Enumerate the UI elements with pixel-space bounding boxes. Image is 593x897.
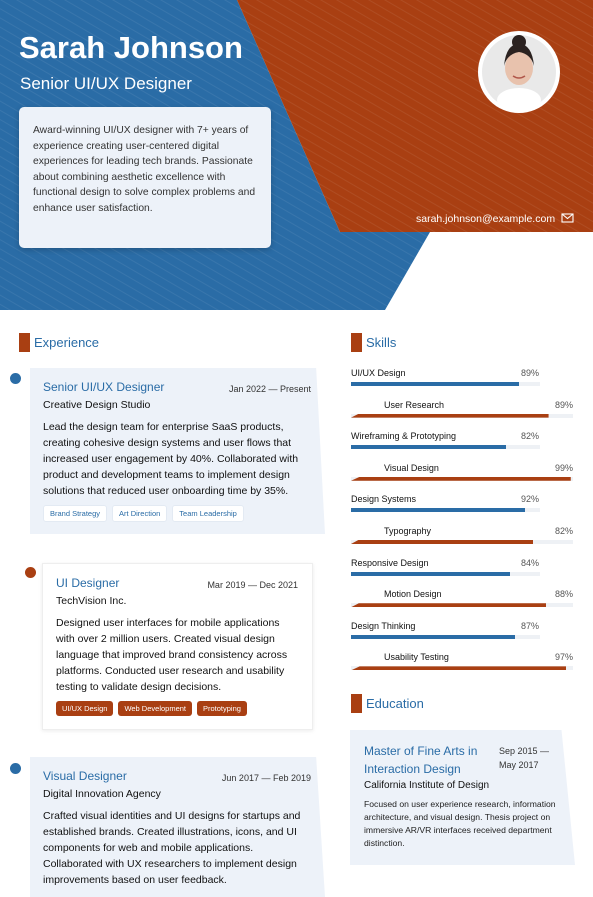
skill-bar: [351, 666, 567, 671]
skill-bar: [351, 476, 571, 481]
education-card: Master of Fine Arts in Interaction Desig…: [350, 730, 575, 865]
experience-card: UI Designer Mar 2019 — Dec 2021 TechVision…: [42, 563, 313, 730]
description: Lead the design team for enterprise SaaS…: [43, 421, 299, 497]
tag: Web Development: [118, 701, 192, 716]
section-heading: Experience: [18, 333, 100, 352]
job-title: Senior UI/UX Designer: [20, 74, 192, 93]
skill-name: User Research: [384, 399, 445, 410]
skill-percent: 88%: [555, 589, 574, 600]
description: Focused on user experience research, inf…: [364, 799, 556, 848]
tag-list: UI/UX Design Web Development Prototyping: [56, 695, 300, 716]
skill-percent: 99%: [555, 462, 574, 473]
skill-bar: [351, 540, 534, 544]
skill-name: UI/UX Design: [351, 368, 406, 378]
skill-bar: [351, 571, 510, 576]
skill-percent: 89%: [521, 368, 540, 378]
skill-name: Design Systems: [351, 494, 417, 505]
tag: Art Direction: [112, 505, 168, 522]
email[interactable]: sarah.johnson@example.com: [416, 213, 556, 225]
school: California Institute of Design: [364, 780, 490, 791]
skill-name: Visual Design: [384, 462, 439, 473]
skill-percent: 87%: [521, 620, 540, 631]
dates: Mar 2019 — Dec 2021: [207, 580, 298, 590]
role: UI Designer: [56, 576, 120, 590]
skill-bar: [351, 603, 547, 608]
company: TechVision Inc.: [56, 595, 127, 607]
description: Designed user interfaces for mobile appl…: [56, 617, 288, 693]
skill-name: Typography: [384, 526, 432, 536]
degree: Master of Fine Arts in Interaction Desig…: [364, 744, 478, 776]
skill-name: Design Thinking: [351, 620, 416, 631]
experience-card: Senior UI/UX Designer Jan 2022 — Present C…: [30, 368, 325, 534]
tag: Team Leadership: [172, 505, 244, 522]
dates: Jun 2017 — Feb 2019: [221, 773, 311, 783]
section-heading: Education: [351, 694, 424, 713]
skill-bar: [351, 508, 525, 513]
dates: Jan 2022 — Present: [228, 384, 311, 394]
role: Senior UI/UX Designer: [43, 380, 165, 394]
skill-bar: [351, 445, 506, 450]
timeline-dot: [25, 567, 36, 578]
skill-name: Responsive Design: [351, 557, 429, 568]
summary: Award-winning UI/UX designer with 7+ yea…: [19, 107, 271, 248]
skill-name: Motion Design: [384, 589, 442, 600]
experience-card: Visual Designer Jun 2017 — Feb 2019 Digita…: [30, 757, 325, 897]
timeline-dot: [10, 763, 21, 774]
dates: Sep 2015 — May 2017: [499, 746, 550, 770]
skill-bar: [351, 413, 549, 418]
tag-list: Brand Strategy Art Direction Team Leadersh…: [43, 499, 313, 522]
timeline-dot: [10, 373, 21, 384]
role: Visual Designer: [43, 769, 127, 783]
tag: Prototyping: [197, 701, 247, 716]
skill-percent: 92%: [521, 494, 540, 505]
skill-percent: 82%: [521, 431, 540, 442]
skill-percent: 97%: [555, 652, 574, 663]
skill-name: Usability Testing: [384, 652, 449, 663]
skill-bar: [351, 382, 520, 386]
skill-percent: 82%: [555, 526, 574, 536]
skill-percent: 89%: [555, 399, 574, 410]
skill-bar: [351, 634, 516, 639]
skill-percent: 84%: [521, 557, 540, 568]
tag: UI/UX Design: [56, 701, 114, 716]
description: Crafted visual identities and UI designs…: [43, 810, 301, 886]
company: Digital Innovation Agency: [43, 788, 161, 800]
tag: Brand Strategy: [43, 505, 108, 522]
company: Creative Design Studio: [43, 399, 151, 411]
name: Sarah Johnson: [19, 30, 243, 65]
section-heading: Skills: [350, 333, 397, 352]
skill-name: Wireframing & Prototyping: [351, 431, 457, 442]
